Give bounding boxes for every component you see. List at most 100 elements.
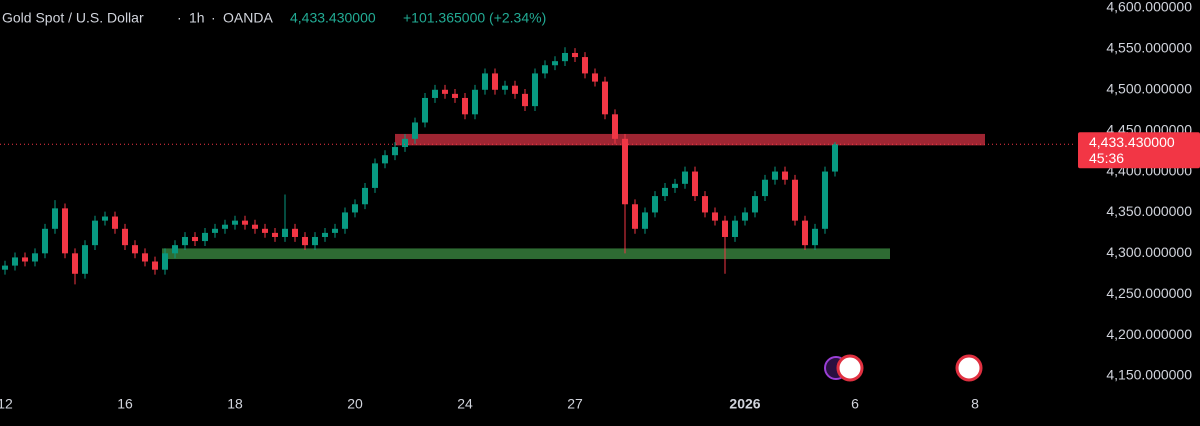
candle-body xyxy=(22,257,28,262)
candle-body xyxy=(122,228,128,246)
candle-body xyxy=(802,220,808,246)
candle-body xyxy=(492,73,498,90)
candle-body xyxy=(32,253,38,262)
x-tick-label: 16 xyxy=(117,396,133,412)
candle-body xyxy=(532,73,538,107)
interval: 1h xyxy=(189,10,205,26)
candle-body xyxy=(272,232,278,237)
exchange: OANDA xyxy=(223,10,273,26)
y-tick-label: 4,250.000000 xyxy=(1106,285,1192,301)
candle-body xyxy=(42,228,48,254)
candle-body xyxy=(52,208,58,229)
countdown: 45:36 xyxy=(1089,150,1124,166)
candle-body xyxy=(732,220,738,237)
y-tick-label: 4,500.000000 xyxy=(1106,80,1192,96)
event-icons xyxy=(824,354,983,382)
candle-body xyxy=(542,65,548,74)
x-tick-label: 27 xyxy=(567,396,583,412)
candle-body xyxy=(652,196,658,213)
last-price-box xyxy=(1078,132,1200,169)
candle-body xyxy=(232,220,238,225)
x-tick-label: 20 xyxy=(347,396,363,412)
candle-body xyxy=(612,114,618,139)
x-tick-label: 8 xyxy=(971,396,979,412)
candle-body xyxy=(62,208,68,254)
candle-body xyxy=(432,89,438,98)
candle-body xyxy=(72,253,78,274)
candle-body xyxy=(402,138,408,148)
candle-body xyxy=(182,236,188,246)
y-tick-label: 4,550.000000 xyxy=(1106,40,1192,56)
candle-body xyxy=(762,179,768,197)
candle-body xyxy=(782,171,788,180)
x-tick-label: 6 xyxy=(851,396,859,412)
candle-body xyxy=(742,212,748,221)
candle-body xyxy=(832,144,838,172)
candle-body xyxy=(2,265,8,270)
candle-body xyxy=(332,228,338,233)
candle-body xyxy=(372,163,378,188)
candle-body xyxy=(132,245,138,254)
candle-body xyxy=(452,93,458,98)
y-tick-label: 4,300.000000 xyxy=(1106,244,1192,260)
candle-body xyxy=(602,81,608,115)
candle-body xyxy=(92,220,98,246)
candle-body xyxy=(192,236,198,242)
candle-body xyxy=(262,228,268,233)
candle-body xyxy=(692,171,698,197)
zones xyxy=(162,133,985,260)
candle-body xyxy=(622,138,628,205)
candle-body xyxy=(242,220,248,225)
x-tick-label: 24 xyxy=(457,396,473,412)
symbol: Gold Spot / U.S. Dollar xyxy=(2,10,144,26)
candle-body xyxy=(302,236,308,246)
candle-body xyxy=(82,245,88,274)
price-zone xyxy=(162,248,890,260)
candle-body xyxy=(582,57,588,74)
x-tick-label: 18 xyxy=(227,396,243,412)
candle-body xyxy=(422,97,428,123)
candle-body xyxy=(772,171,778,180)
candle-body xyxy=(462,97,468,115)
candle-body xyxy=(712,212,718,221)
price-zone xyxy=(395,133,985,146)
candle-body xyxy=(632,204,638,229)
candle-body xyxy=(592,73,598,82)
candle-body xyxy=(522,93,528,107)
candle-body xyxy=(752,196,758,213)
candle-body xyxy=(562,52,568,62)
y-tick-label: 4,150.000000 xyxy=(1106,367,1192,383)
candle-body xyxy=(202,232,208,242)
candle-body xyxy=(472,89,478,115)
candle-body xyxy=(312,236,318,246)
candle-body xyxy=(112,216,118,229)
candle-body xyxy=(162,253,168,270)
candle-body xyxy=(12,257,18,266)
candle-body xyxy=(552,61,558,66)
last-price-label: 4,433.430000 xyxy=(1089,134,1175,150)
candle-body xyxy=(682,171,688,184)
y-tick-label: 4,350.000000 xyxy=(1106,203,1192,219)
candle-body xyxy=(412,122,418,139)
candle-body xyxy=(392,147,398,156)
candle-body xyxy=(672,183,678,188)
candle-body xyxy=(292,228,298,237)
candle-body xyxy=(722,220,728,237)
candle-body xyxy=(352,204,358,213)
candle-body xyxy=(282,228,288,237)
x-tick-label: 2026 xyxy=(729,396,760,412)
candle-body xyxy=(322,232,328,237)
x-tick-label: 12 xyxy=(0,396,13,412)
event-icon[interactable] xyxy=(836,354,864,382)
y-tick-label: 4,200.000000 xyxy=(1106,326,1192,342)
event-icon[interactable] xyxy=(955,354,983,382)
candle-body xyxy=(812,228,818,246)
candle-body xyxy=(822,171,828,229)
candle-body xyxy=(792,179,798,221)
candle-body xyxy=(572,52,578,58)
candle-body xyxy=(662,187,668,197)
candle-body xyxy=(152,261,158,270)
candle-body xyxy=(442,89,448,94)
candle-body xyxy=(142,253,148,262)
